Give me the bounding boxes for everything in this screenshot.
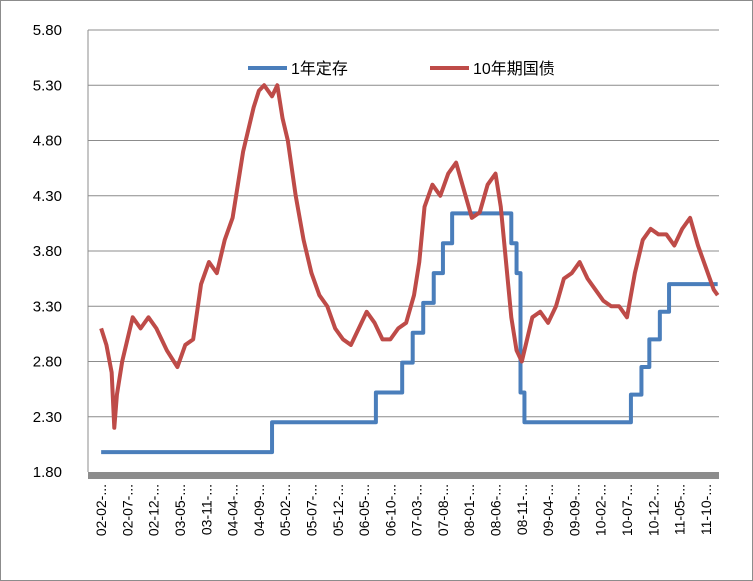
x-axis-bar [88,472,719,479]
x-tick-label: 04-04-... [225,484,241,536]
legend-label-bond: 10年期国债 [473,60,555,78]
legend-label-deposit: 1年定存 [291,60,348,78]
x-tick-label: 09-04-... [540,484,556,536]
x-tick-label: 10-12-... [645,484,661,536]
x-tick-label: 10-07-... [619,484,635,536]
x-tick-label: 03-11-... [198,484,214,535]
x-tick-label: 02-02-... [93,484,109,536]
y-tick-label: 4.30 [33,188,62,205]
y-tick-label: 3.30 [33,298,62,315]
y-tick-label: 2.80 [33,354,62,371]
x-tick-label: 09-09-... [566,484,582,536]
y-tick-label: 3.80 [33,243,62,260]
x-tick-label: 08-11-... [514,484,530,535]
x-tick-label: 02-07-... [119,484,135,536]
x-tick-label: 05-12-... [330,484,346,536]
x-tick-label: 11-10-... [698,484,714,535]
y-tick-label: 5.30 [33,77,62,94]
y-tick-label: 2.30 [33,409,62,426]
y-tick-label: 5.80 [33,22,62,39]
x-tick-label: 08-06-... [488,484,504,536]
x-tick-label: 06-10-... [382,484,398,536]
series-line-bond [101,85,718,428]
x-tick-label: 10-02-... [593,484,609,536]
x-tick-label: 05-07-... [303,484,319,536]
x-tick-label: 05-02-... [277,484,293,536]
gridlines [88,30,719,472]
x-tick-label: 03-05-... [172,484,188,536]
legend: 1年定存 10年期国债 [248,60,555,78]
y-axis-ticks: 1.80 2.30 2.80 3.30 3.80 4.30 4.80 5.30 5.80 [33,22,62,481]
y-tick-label: 1.80 [33,464,62,481]
x-tick-label: 04-09-... [251,484,267,536]
x-axis-ticks: 02-02-... 02-07-... 02-12-... 03-05-... 03-1… [93,484,714,536]
x-tick-label: 02-12-... [146,484,162,536]
x-tick-label: 07-08-... [435,484,451,536]
y-tick-label: 4.80 [33,133,62,150]
x-tick-label: 07-03-... [409,484,425,536]
x-tick-label: 08-01-... [461,484,477,536]
x-tick-label: 11-05-... [672,484,688,535]
x-tick-label: 06-05-... [356,484,372,536]
